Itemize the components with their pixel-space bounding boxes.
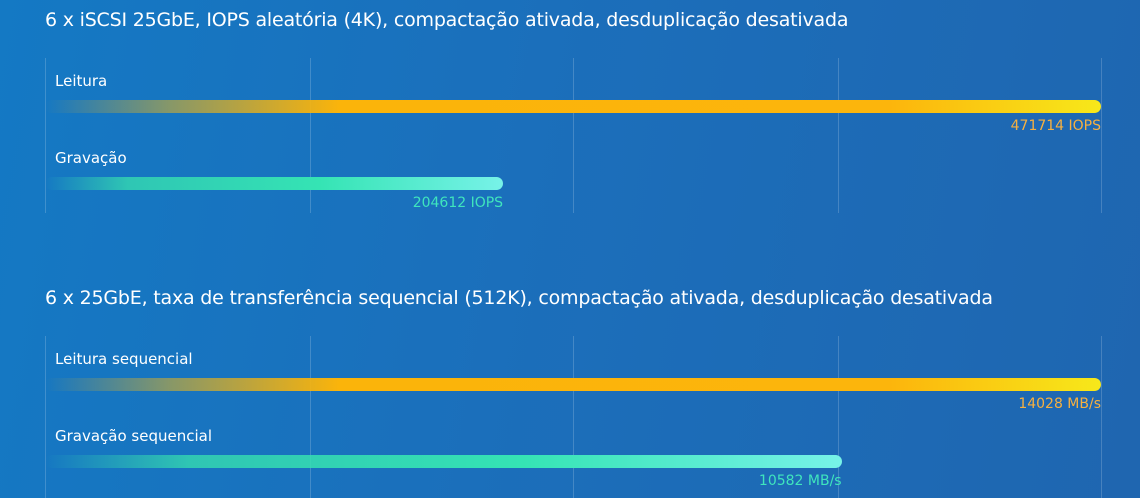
plot-area: Leitura 471714 IOPS Gravação 204612 IOPS	[0, 58, 1140, 213]
bar-label: Gravação	[55, 149, 127, 167]
read-bar	[45, 378, 1101, 391]
gridline	[310, 58, 311, 213]
bar-label: Leitura	[55, 72, 108, 90]
gridline	[45, 336, 46, 498]
chart-title: 6 x iSCSI 25GbE, IOPS aleatória (4K), co…	[45, 9, 849, 31]
iops-chart: 6 x iSCSI 25GbE, IOPS aleatória (4K), co…	[0, 0, 1140, 220]
gridline	[573, 336, 574, 498]
bar-value-label: 471714 IOPS	[1010, 118, 1101, 134]
gridline	[1101, 58, 1102, 213]
read-bar	[45, 100, 1101, 113]
gridline	[838, 336, 839, 498]
throughput-chart: 6 x 25GbE, taxa de transferência sequenc…	[0, 278, 1140, 498]
plot-area: Leitura sequencial 14028 MB/s Gravação seq…	[0, 336, 1140, 498]
bar-value-label: 14028 MB/s	[1018, 396, 1101, 412]
gridline	[838, 58, 839, 213]
bar-label: Leitura sequencial	[55, 350, 193, 368]
gridline	[310, 336, 311, 498]
gridline	[45, 58, 46, 213]
write-bar	[45, 455, 842, 468]
bar-value-label: 204612 IOPS	[412, 195, 504, 211]
write-bar	[45, 177, 504, 190]
gridline	[573, 58, 574, 213]
gridline	[1101, 336, 1102, 498]
chart-title: 6 x 25GbE, taxa de transferência sequenc…	[45, 287, 993, 309]
bar-label: Gravação sequencial	[55, 427, 213, 445]
bar-value-label: 10582 MB/s	[758, 473, 842, 489]
